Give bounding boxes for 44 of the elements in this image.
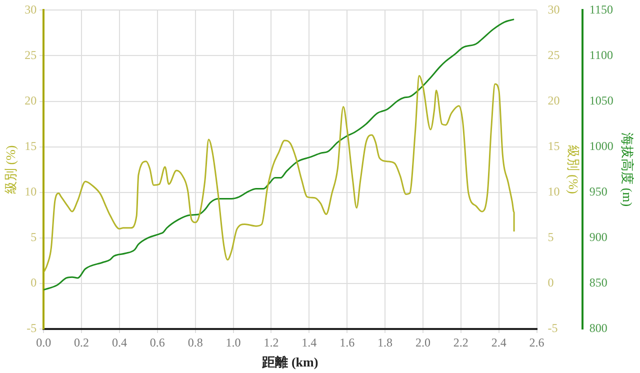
x-tick-label: 0.4 (112, 335, 127, 350)
x-axis-title: 距離 (km) (261, 354, 318, 370)
y-tick-label: 15 (24, 138, 37, 153)
line-series (44, 75, 515, 274)
y2-tick-label: 1050 (589, 93, 614, 108)
y2-tick-label: 1000 (589, 138, 614, 153)
x-tick-label: 1.4 (302, 335, 317, 350)
x-tick-label: 2.2 (453, 335, 468, 350)
y-tick-label: 10 (24, 184, 37, 199)
y-tick-label: 5 (30, 230, 37, 244)
x-tick-label: 0.0 (36, 335, 52, 350)
x-tick-label: 2.0 (415, 335, 430, 350)
x-tick-label: 1.2 (264, 335, 279, 350)
y2-axis-title: 海拔高度 (m) (620, 132, 635, 207)
x-tick-label: 2.4 (491, 335, 506, 350)
x-tick-label: 0.6 (150, 335, 165, 350)
y-axis-title: 級別 (%) (3, 145, 18, 194)
x-tick-label: 1.6 (340, 335, 355, 350)
x-tick-label: 0.8 (188, 335, 203, 350)
x-tick-label: 2.6 (529, 335, 544, 350)
y3-tick-label: 25 (548, 48, 560, 62)
y3-tick-label: 15 (548, 138, 560, 153)
y-tick-label: 20 (24, 93, 37, 108)
y2-tick-label: 900 (589, 230, 608, 244)
line-series (44, 18, 515, 291)
x-tick-label: 1.0 (226, 335, 241, 350)
y3-tick-label: 20 (548, 93, 560, 108)
y2-tick-label: 1100 (589, 48, 613, 62)
y2-tick-label: 850 (589, 276, 608, 290)
y-tick-label: 25 (24, 48, 37, 62)
x-tick-label: 0.2 (74, 335, 90, 350)
y3-tick-label: 30 (548, 2, 560, 16)
y3-tick-label: 0 (548, 276, 554, 290)
y3-tick-label: 10 (548, 184, 560, 199)
x-tick-label: 1.8 (378, 335, 393, 350)
y-tick-label: 0 (30, 276, 37, 290)
y-tick-label: 30 (24, 2, 37, 16)
y3-axis-title: 級別 (%) (566, 145, 582, 194)
y-tick-label: -5 (26, 321, 37, 336)
y2-tick-label: 800 (589, 321, 608, 336)
y2-tick-label: 950 (589, 184, 608, 199)
y2-tick-label: 1150 (589, 2, 613, 16)
y3-tick-label: 5 (548, 230, 554, 244)
y3-tick-label: -5 (548, 321, 558, 336)
